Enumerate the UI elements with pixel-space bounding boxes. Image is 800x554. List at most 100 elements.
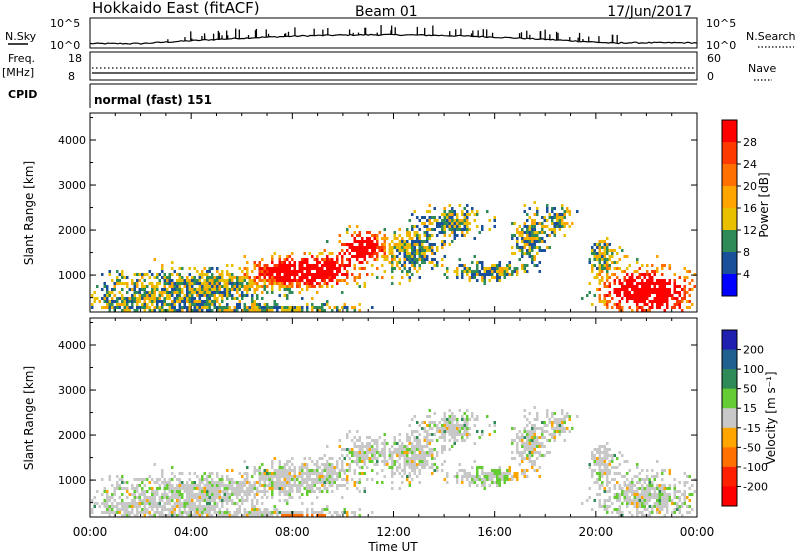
power-cell bbox=[553, 216, 556, 219]
velocity-cell bbox=[346, 469, 349, 472]
velocity-cell bbox=[203, 496, 206, 499]
velocity-cell bbox=[173, 487, 176, 490]
velocity-cell bbox=[321, 508, 324, 511]
velocity-cell bbox=[268, 475, 271, 478]
power-cell bbox=[311, 267, 314, 270]
velocity-cell bbox=[231, 478, 234, 481]
power-cell bbox=[356, 246, 359, 249]
velocity-cell bbox=[521, 472, 524, 475]
power-cell bbox=[311, 273, 314, 276]
power-cell bbox=[398, 234, 401, 237]
power-cell bbox=[211, 282, 214, 285]
power-cell bbox=[373, 249, 376, 252]
power-cell bbox=[306, 303, 309, 306]
power-cell bbox=[548, 228, 551, 231]
power-cell bbox=[561, 222, 564, 225]
power-cell bbox=[111, 279, 114, 282]
velocity-cell bbox=[653, 496, 656, 499]
power-cell bbox=[91, 294, 94, 297]
velocity-cell bbox=[528, 433, 531, 436]
velocity-cell bbox=[101, 502, 104, 505]
power-cell bbox=[523, 243, 526, 246]
velocity-cell bbox=[343, 484, 346, 487]
power-cell bbox=[251, 300, 254, 303]
velocity-cell bbox=[613, 496, 616, 499]
power-cell bbox=[616, 291, 619, 294]
velocity-cell bbox=[358, 448, 361, 451]
power-cell bbox=[416, 258, 419, 261]
power-cell bbox=[336, 282, 339, 285]
power-cell bbox=[411, 252, 414, 255]
velocity-cell bbox=[381, 451, 384, 454]
velocity-cell bbox=[283, 481, 286, 484]
power-cell bbox=[673, 303, 676, 306]
velocity-cell bbox=[483, 484, 486, 487]
power-cell bbox=[286, 285, 289, 288]
velocity-cell bbox=[288, 511, 291, 514]
velocity-cell bbox=[193, 487, 196, 490]
velocity-cell bbox=[628, 487, 631, 490]
power-cell bbox=[251, 306, 254, 309]
power-cell bbox=[226, 270, 229, 273]
velocity-cell bbox=[163, 484, 166, 487]
velocity-cell bbox=[666, 499, 669, 502]
power-cell bbox=[373, 243, 376, 246]
power-cell bbox=[551, 207, 554, 210]
power-cell bbox=[301, 279, 304, 282]
power-cell bbox=[346, 306, 349, 309]
power-cell bbox=[133, 282, 136, 285]
power-cell bbox=[253, 264, 256, 267]
velocity-cell bbox=[123, 511, 126, 514]
velocity-cell bbox=[143, 511, 146, 514]
power-cell bbox=[363, 285, 366, 288]
power-cell bbox=[416, 225, 419, 228]
power-cell bbox=[226, 285, 229, 288]
power-cell bbox=[443, 273, 446, 276]
power-cell bbox=[306, 279, 309, 282]
power-cell bbox=[641, 291, 644, 294]
velocity-cell bbox=[218, 496, 221, 499]
power-cell bbox=[531, 246, 534, 249]
velocity-cell bbox=[403, 457, 406, 460]
power-cell bbox=[358, 276, 361, 279]
velocity-cell bbox=[398, 454, 401, 457]
power-cell bbox=[498, 267, 501, 270]
velocity-cell bbox=[273, 457, 276, 460]
velocity-cell bbox=[453, 427, 456, 430]
power-cell bbox=[136, 306, 139, 309]
velocity-cell bbox=[668, 493, 671, 496]
velocity-cell bbox=[193, 484, 196, 487]
velocity-cell bbox=[323, 463, 326, 466]
velocity-cell bbox=[198, 481, 201, 484]
velocity-cell bbox=[411, 454, 414, 457]
velocity-cell bbox=[266, 478, 269, 481]
power-cell bbox=[421, 255, 424, 258]
power-cell bbox=[603, 300, 606, 303]
power-x-ticks bbox=[89, 113, 698, 312]
velocity-cell bbox=[318, 481, 321, 484]
velocity-cell bbox=[376, 439, 379, 442]
power-cell bbox=[423, 255, 426, 258]
velocity-cell bbox=[441, 448, 444, 451]
power-cell bbox=[688, 294, 691, 297]
power-cell bbox=[318, 261, 321, 264]
power-cell bbox=[268, 309, 271, 312]
velocity-cell bbox=[413, 439, 416, 442]
power-cell bbox=[241, 285, 244, 288]
power-cell bbox=[286, 264, 289, 267]
power-cell bbox=[463, 219, 466, 222]
velocity-cell bbox=[128, 514, 131, 517]
velocity-cell bbox=[133, 493, 136, 496]
power-cell bbox=[238, 282, 241, 285]
power-cell bbox=[318, 285, 321, 288]
power-cell bbox=[688, 282, 691, 285]
power-cell bbox=[393, 246, 396, 249]
velocity-cell bbox=[528, 436, 531, 439]
power-cell bbox=[191, 309, 194, 312]
velocity-cell bbox=[231, 499, 234, 502]
power-cell bbox=[211, 288, 214, 291]
power-cell bbox=[188, 303, 191, 306]
power-cell bbox=[561, 225, 564, 228]
power-cell bbox=[256, 276, 259, 279]
